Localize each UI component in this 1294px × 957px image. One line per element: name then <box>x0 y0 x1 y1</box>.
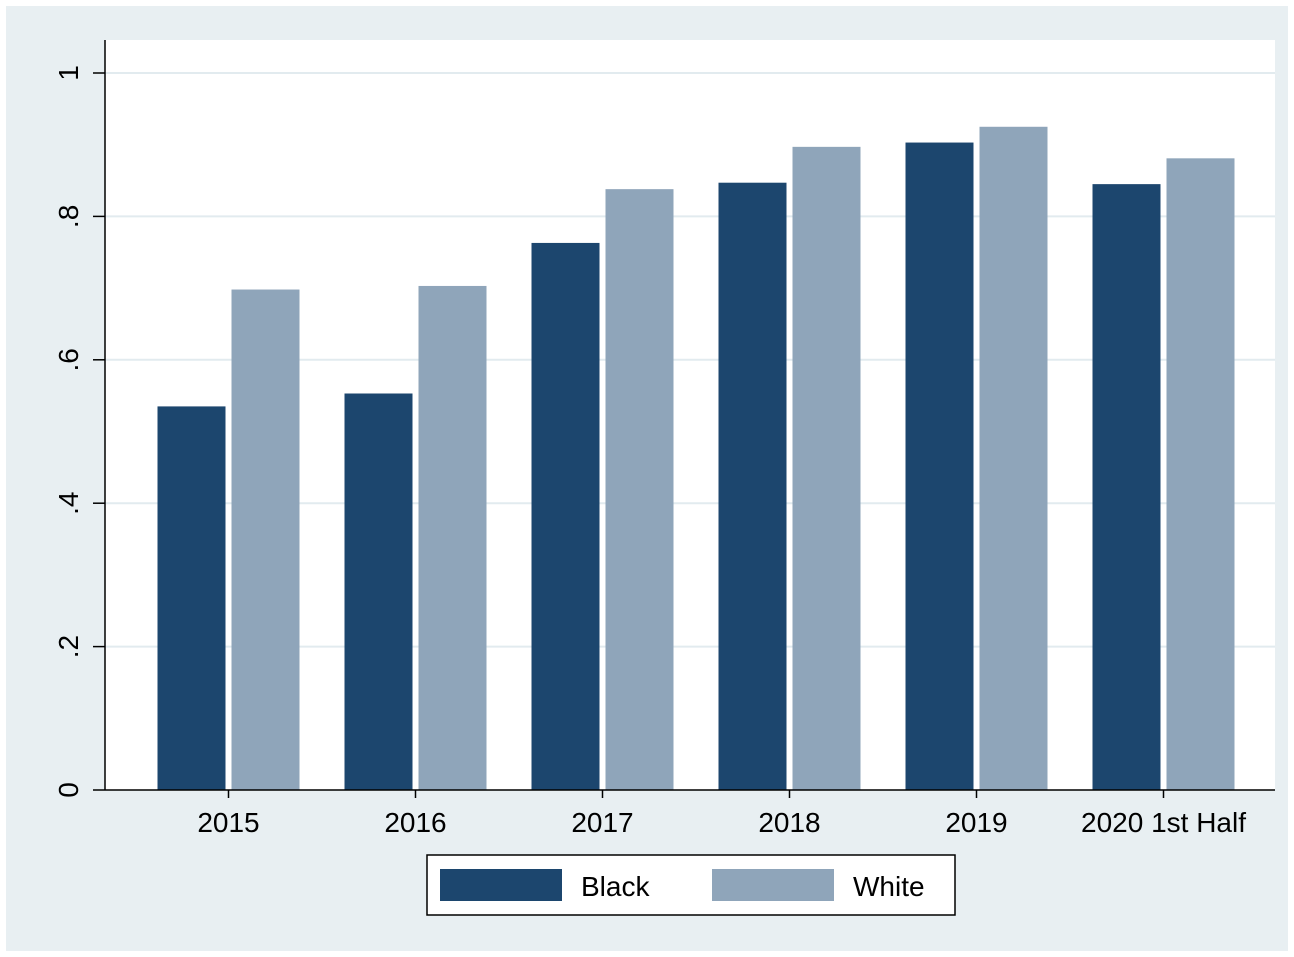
bar-black <box>344 393 413 790</box>
x-tick-label: 2017 <box>571 807 633 838</box>
x-tick-label: 2018 <box>758 807 820 838</box>
y-tick-label: 1 <box>53 65 84 81</box>
bar-white <box>418 285 487 790</box>
legend-label-black: Black <box>581 871 650 902</box>
legend-label-white: White <box>853 871 925 902</box>
legend-swatch-white <box>712 869 834 901</box>
x-tick-label: 2016 <box>384 807 446 838</box>
legend-swatch-black <box>440 869 562 901</box>
x-tick-label: 2019 <box>945 807 1007 838</box>
bar-white <box>979 126 1048 790</box>
bar-white <box>231 289 300 790</box>
y-tick-label: .2 <box>53 635 84 658</box>
bar-black <box>531 242 600 790</box>
y-tick-label: .8 <box>53 205 84 228</box>
plot-area <box>105 40 1275 790</box>
y-tick-label: .4 <box>53 492 84 515</box>
y-tick-label: 0 <box>53 782 84 798</box>
bar-black <box>905 142 974 790</box>
x-tick-label: 2020 1st Half <box>1081 807 1246 838</box>
x-tick-label: 2015 <box>197 807 259 838</box>
bar-white <box>605 189 674 791</box>
y-tick-label: .6 <box>53 348 84 371</box>
bar-black <box>157 406 226 790</box>
bar-black <box>1092 184 1161 790</box>
bar-white <box>792 146 861 790</box>
bar-white <box>1166 158 1235 790</box>
bar-black <box>718 182 787 791</box>
